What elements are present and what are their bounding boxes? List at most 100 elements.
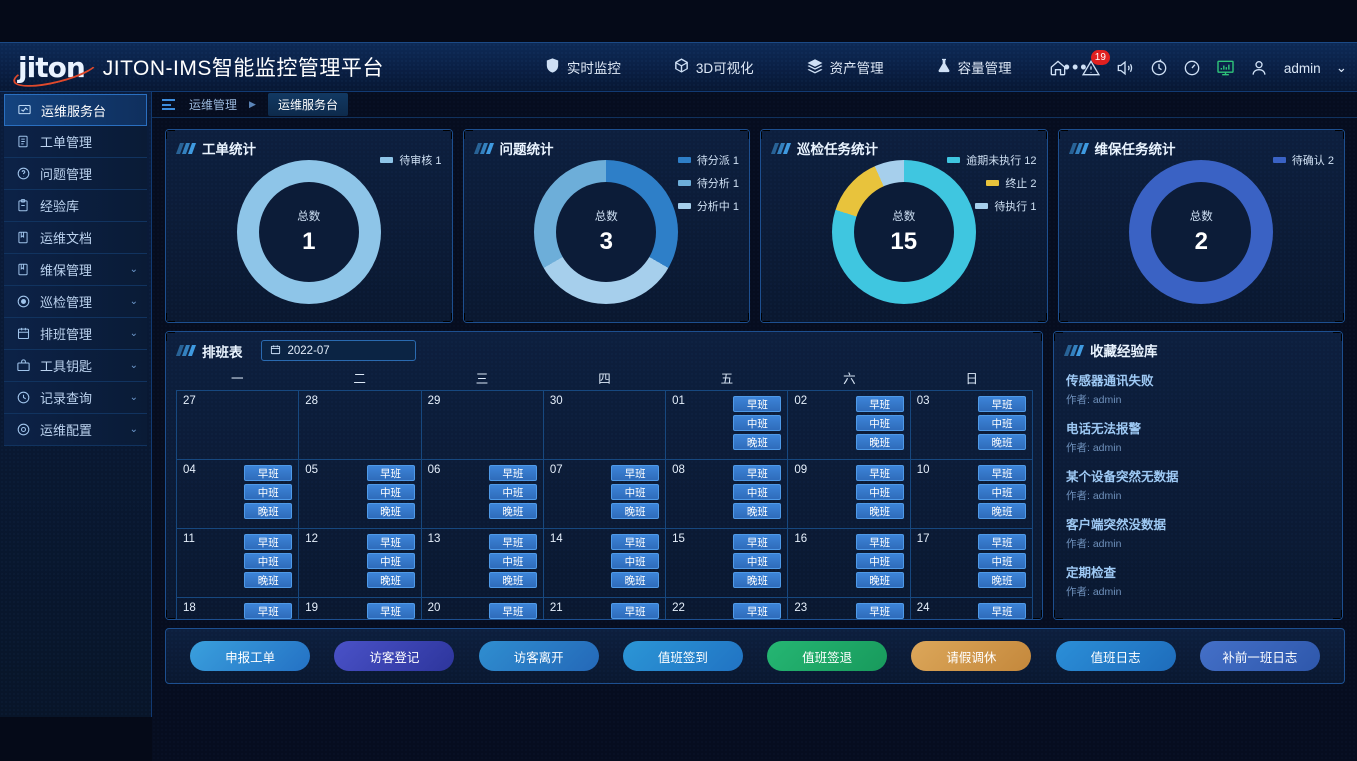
shift-badge[interactable]: 早班: [855, 603, 904, 619]
leave-request-button[interactable]: 请假调休: [911, 641, 1032, 671]
shift-badge[interactable]: 中班: [244, 553, 293, 569]
user-icon[interactable]: [1249, 58, 1269, 78]
shift-badge[interactable]: 早班: [733, 534, 782, 550]
alert-warning-icon[interactable]: 19: [1081, 50, 1110, 78]
shift-badge[interactable]: 早班: [488, 534, 537, 550]
home-icon[interactable]: [1048, 58, 1068, 78]
shift-badge[interactable]: 早班: [977, 534, 1026, 550]
shift-badge[interactable]: 晚班: [977, 572, 1026, 588]
shift-badge[interactable]: 晚班: [366, 572, 415, 588]
chevron-down-icon[interactable]: ⌄: [129, 264, 138, 275]
calendar-day-cell[interactable]: 16 早班 中班 晚班: [788, 529, 911, 598]
legend-entry[interactable]: 分析中 1: [677, 198, 739, 214]
shift-badge[interactable]: 晚班: [733, 572, 782, 588]
shift-badge[interactable]: 早班: [244, 534, 293, 550]
calendar-day-cell[interactable]: 30: [543, 391, 667, 460]
shift-badge[interactable]: 早班: [488, 603, 537, 619]
shift-badge[interactable]: 早班: [366, 465, 415, 481]
shift-badge[interactable]: 中班: [855, 415, 904, 431]
sidebar-item-config[interactable]: 运维配置 ⌄: [4, 414, 147, 446]
chevron-down-icon[interactable]: ⌄: [1335, 60, 1347, 75]
calendar-day-cell[interactable]: 11 早班 中班 晚班: [177, 529, 300, 598]
calendar-day-cell[interactable]: 12 早班 中班 晚班: [299, 529, 422, 598]
month-picker[interactable]: 2022-07: [260, 340, 416, 361]
legend-entry[interactable]: 待分析 1: [677, 175, 739, 191]
shift-badge[interactable]: 晚班: [244, 503, 293, 519]
shift-badge[interactable]: 早班: [488, 465, 537, 481]
shift-badge[interactable]: 晚班: [855, 434, 904, 450]
list-item[interactable]: 传感器通讯失败 作者: admin: [1066, 370, 1342, 407]
shift-badge[interactable]: 早班: [855, 534, 904, 550]
logo[interactable]: jiton: [10, 48, 102, 93]
shift-badge[interactable]: 晚班: [733, 434, 782, 450]
list-item[interactable]: 客户端突然没数据 作者: admin: [1066, 514, 1342, 551]
gauge-icon[interactable]: [1182, 58, 1202, 78]
legend-entry[interactable]: 逾期未执行 12: [947, 152, 1037, 168]
topnav-item-capacity[interactable]: 容量管理: [936, 57, 1012, 77]
shift-badge[interactable]: 晚班: [366, 503, 415, 519]
sidebar-item-knowledge[interactable]: 经验库: [4, 190, 147, 222]
calendar-day-cell[interactable]: 09 早班 中班 晚班: [788, 460, 911, 529]
refresh-icon[interactable]: [1149, 58, 1169, 78]
legend-entry[interactable]: 终止 2: [947, 175, 1037, 191]
shift-badge[interactable]: 晚班: [855, 503, 904, 519]
duty-log-button[interactable]: 值班日志: [1055, 641, 1176, 671]
list-item[interactable]: 某个设备突然无数据 作者: admin: [1066, 466, 1342, 503]
chevron-down-icon[interactable]: ⌄: [129, 392, 138, 403]
topnav-item-realtime[interactable]: 实时监控: [544, 57, 621, 77]
chevron-down-icon[interactable]: ⌄: [129, 328, 138, 339]
shift-badge[interactable]: 中班: [855, 553, 904, 569]
duty-checkin-button[interactable]: 值班签到: [622, 641, 743, 671]
calendar-day-cell[interactable]: 05 早班 中班 晚班: [299, 460, 422, 529]
shift-badge[interactable]: 早班: [977, 396, 1026, 412]
shift-badge[interactable]: 早班: [855, 465, 904, 481]
shift-badge[interactable]: 中班: [733, 484, 782, 500]
shift-badge[interactable]: 中班: [733, 553, 782, 569]
sidebar-item-workorder[interactable]: 工单管理: [4, 126, 147, 158]
shift-badge[interactable]: 中班: [855, 484, 904, 500]
shift-badge[interactable]: 晚班: [977, 434, 1026, 450]
shift-badge[interactable]: 早班: [611, 465, 660, 481]
sidebar-item-patrol[interactable]: 巡检管理 ⌄: [4, 286, 147, 318]
shift-badge[interactable]: 晚班: [488, 572, 537, 588]
sidebar-item-tools[interactable]: 工具钥匙 ⌄: [4, 350, 147, 382]
shift-badge[interactable]: 早班: [733, 396, 782, 412]
legend-entry[interactable]: 待审核 1: [380, 152, 442, 168]
sidebar-item-shift[interactable]: 排班管理 ⌄: [4, 318, 147, 350]
speaker-icon[interactable]: [1114, 58, 1136, 78]
shift-badge[interactable]: 中班: [611, 484, 660, 500]
sidebar-item-docs[interactable]: 运维文档: [4, 222, 147, 254]
calendar-day-cell[interactable]: 27: [177, 391, 300, 460]
shift-badge[interactable]: 中班: [244, 484, 293, 500]
shift-badge[interactable]: 早班: [977, 603, 1026, 619]
chevron-down-icon[interactable]: ⌄: [129, 296, 138, 307]
calendar-day-cell[interactable]: 01 早班 中班 晚班: [666, 391, 789, 460]
shift-badge[interactable]: 中班: [366, 553, 415, 569]
legend-entry[interactable]: 待执行 1: [947, 198, 1037, 214]
shift-badge[interactable]: 中班: [488, 553, 537, 569]
list-item[interactable]: 电话无法报警 作者: admin: [1066, 418, 1342, 455]
shift-badge[interactable]: 早班: [244, 603, 293, 619]
shift-badge[interactable]: 早班: [977, 465, 1026, 481]
calendar-day-cell[interactable]: 29: [421, 391, 544, 460]
shift-badge[interactable]: 早班: [855, 396, 904, 412]
shift-badge[interactable]: 早班: [611, 534, 660, 550]
shift-badge[interactable]: 晚班: [977, 503, 1026, 519]
shift-badge[interactable]: 中班: [366, 484, 415, 500]
monitor-icon[interactable]: [1215, 58, 1236, 78]
topnav-item-more[interactable]: •••: [1063, 56, 1089, 77]
calendar-day-cell[interactable]: 06 早班 中班 晚班: [421, 460, 544, 529]
visitor-leave-button[interactable]: 访客离开: [478, 641, 599, 671]
calendar-day-cell[interactable]: 03 早班 中班 晚班: [910, 391, 1033, 460]
topnav-item-asset[interactable]: 资产管理: [806, 57, 884, 78]
shift-badge[interactable]: 中班: [977, 415, 1026, 431]
calendar-day-cell[interactable]: 10 早班 中班 晚班: [910, 460, 1033, 529]
calendar-day-cell[interactable]: 28: [299, 391, 422, 460]
calendar-day-cell[interactable]: 17 早班 中班 晚班: [910, 529, 1033, 598]
sidebar-item-records[interactable]: 记录查询 ⌄: [4, 382, 147, 414]
topnav-item-3d[interactable]: 3D可视化: [673, 57, 754, 77]
shift-badge[interactable]: 早班: [366, 603, 415, 619]
shift-badge[interactable]: 早班: [244, 465, 293, 481]
